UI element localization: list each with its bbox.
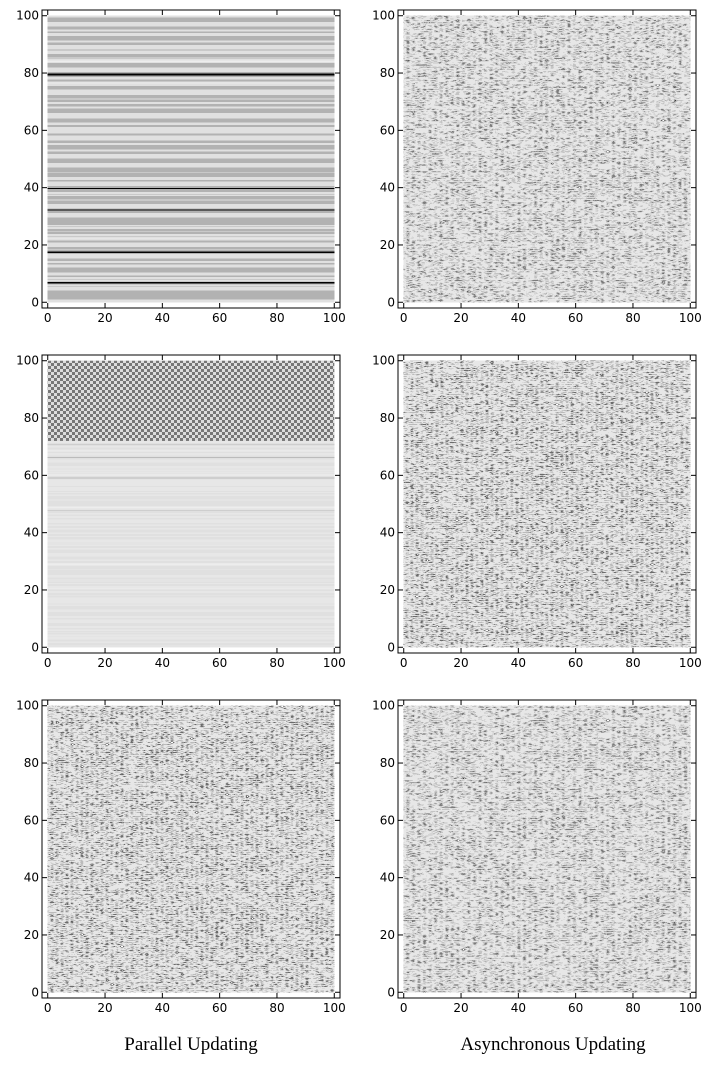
y-tick-label: 100 [372, 354, 395, 368]
x-tick-label: 40 [155, 656, 170, 670]
x-tick-label: 0 [44, 656, 52, 670]
x-tick-label: 80 [625, 1001, 640, 1015]
x-tick-label: 100 [323, 1001, 346, 1015]
y-tick-label: 60 [380, 123, 395, 137]
y-tick-label: 80 [24, 411, 39, 425]
x-tick-label: 20 [453, 311, 468, 325]
x-tick-label: 40 [511, 1001, 526, 1015]
x-tick-label: 40 [155, 1001, 170, 1015]
x-tick-label: 0 [400, 656, 408, 670]
y-tick-label: 60 [380, 468, 395, 482]
panel: 0 20 40 60 80 100 0 20 40 60 80 100 [372, 699, 702, 1015]
y-tick-label: 40 [24, 871, 39, 885]
y-tick-label: 100 [372, 9, 395, 23]
x-tick-label: 100 [323, 311, 346, 325]
frame [397, 9, 697, 309]
y-tick-label: 20 [24, 583, 39, 597]
x-tick-label: 60 [568, 656, 583, 670]
x-tick-label: 40 [511, 311, 526, 325]
x-tick-label: 80 [269, 656, 284, 670]
y-tick-label: 0 [31, 640, 39, 654]
raster [403, 360, 691, 648]
frame [41, 9, 341, 309]
x-tick-label: 0 [400, 311, 408, 325]
y-tick-label: 100 [16, 354, 39, 368]
y-tick-label: 80 [24, 66, 39, 80]
panel: 0 20 40 60 80 100 0 20 40 60 80 100 [16, 699, 346, 1015]
y-tick-label: 0 [387, 985, 395, 999]
x-tick-label: 20 [97, 1001, 112, 1015]
x-tick-label: 80 [269, 1001, 284, 1015]
y-tick-label: 0 [31, 295, 39, 309]
x-tick-label: 80 [625, 656, 640, 670]
raster [47, 705, 335, 993]
raster [403, 705, 691, 993]
x-tick-label: 80 [625, 311, 640, 325]
y-tick-label: 100 [16, 9, 39, 23]
x-tick-label: 0 [400, 1001, 408, 1015]
y-tick-label: 0 [387, 295, 395, 309]
y-tick-label: 40 [24, 181, 39, 195]
x-tick-label: 60 [212, 1001, 227, 1015]
x-tick-label: 40 [155, 311, 170, 325]
x-tick-label: 0 [44, 1001, 52, 1015]
y-tick-label: 20 [380, 238, 395, 252]
frame [397, 699, 697, 999]
y-tick-label: 0 [387, 640, 395, 654]
y-tick-label: 80 [24, 756, 39, 770]
y-tick-label: 60 [380, 813, 395, 827]
x-tick-label: 60 [568, 311, 583, 325]
x-tick-label: 100 [679, 656, 702, 670]
y-tick-label: 20 [24, 928, 39, 942]
frame [41, 699, 341, 999]
y-tick-label: 20 [380, 583, 395, 597]
panel: 0 20 40 60 80 100 0 20 40 60 80 100 [16, 354, 346, 670]
x-tick-label: 100 [679, 311, 702, 325]
panel: 0 20 40 60 80 100 0 20 40 60 80 100 [16, 9, 346, 325]
column-caption: Parallel Updating [124, 1034, 258, 1055]
y-tick-label: 40 [24, 526, 39, 540]
frame [397, 354, 697, 654]
y-tick-label: 80 [380, 756, 395, 770]
raster [47, 15, 335, 303]
raster-checker [47, 360, 335, 441]
y-tick-label: 100 [372, 699, 395, 713]
raster [403, 15, 691, 303]
y-tick-label: 60 [24, 123, 39, 137]
y-tick-label: 100 [16, 699, 39, 713]
x-tick-label: 60 [568, 1001, 583, 1015]
x-tick-label: 60 [212, 656, 227, 670]
frame [41, 354, 341, 654]
panel: 0 20 40 60 80 100 0 20 40 60 80 100 [372, 9, 702, 325]
x-tick-label: 20 [97, 311, 112, 325]
y-tick-label: 40 [380, 526, 395, 540]
x-tick-label: 100 [679, 1001, 702, 1015]
column-caption: Asynchronous Updating [460, 1034, 646, 1055]
panel: 0 20 40 60 80 100 0 20 40 60 80 100 [372, 354, 702, 670]
y-tick-label: 20 [24, 238, 39, 252]
y-tick-label: 60 [24, 468, 39, 482]
x-tick-label: 100 [323, 656, 346, 670]
x-tick-label: 20 [97, 656, 112, 670]
y-tick-label: 60 [24, 813, 39, 827]
y-tick-label: 40 [380, 181, 395, 195]
x-tick-label: 40 [511, 656, 526, 670]
y-tick-label: 0 [31, 985, 39, 999]
x-tick-label: 20 [453, 1001, 468, 1015]
y-tick-label: 80 [380, 411, 395, 425]
x-tick-label: 60 [212, 311, 227, 325]
y-tick-label: 20 [380, 928, 395, 942]
y-tick-label: 80 [380, 66, 395, 80]
x-tick-label: 20 [453, 656, 468, 670]
y-tick-label: 40 [380, 871, 395, 885]
x-tick-label: 80 [269, 311, 284, 325]
x-tick-label: 0 [44, 311, 52, 325]
